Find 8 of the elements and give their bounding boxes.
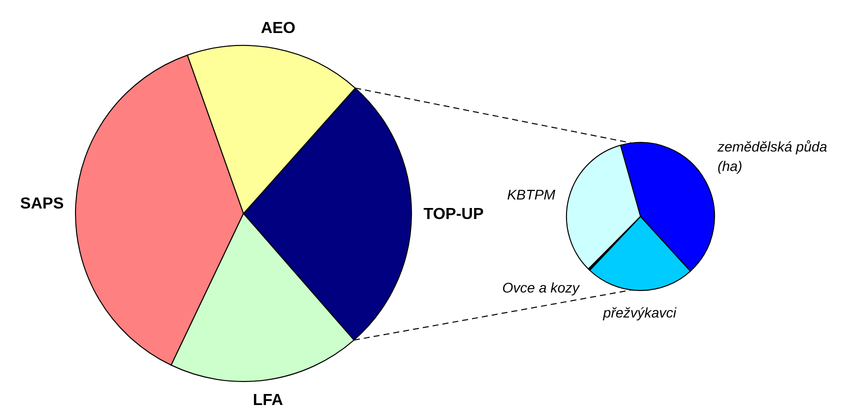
slice-label: AEO [260, 20, 296, 37]
slice-label: KBTPM [507, 186, 556, 202]
slice-label: SAPS [20, 196, 64, 213]
slice-label: zemědělská půda (ha) [716, 138, 828, 174]
slice-label: TOP-UP [424, 206, 484, 223]
slice-label: přežvýkavci [602, 304, 678, 320]
slice-label: LFA [252, 392, 284, 409]
slice-label: Ovce a kozy [502, 280, 580, 296]
